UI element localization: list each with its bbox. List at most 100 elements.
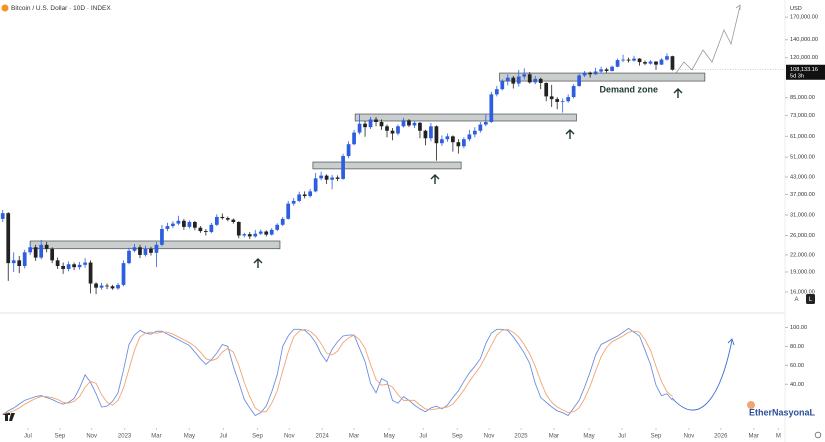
chart-title: Bitcoin / U.S. Dollar · 10D · INDEX: [11, 5, 111, 12]
candle-body: [582, 72, 587, 76]
candle-body: [160, 228, 164, 245]
candle-body: [50, 248, 55, 261]
y-tick-label: 26,000.00: [790, 233, 815, 239]
log-button[interactable]: L: [809, 297, 813, 303]
y-tick-label: 80.00: [790, 344, 804, 350]
candle-body: [527, 74, 532, 83]
candle-body: [385, 126, 389, 131]
candle-body: [379, 121, 384, 127]
candle-body: [209, 224, 214, 232]
x-tick-label: Mar: [151, 434, 161, 440]
candle-body: [176, 220, 181, 224]
candle-body: [138, 247, 142, 255]
candle-body: [330, 177, 334, 180]
candle-body: [632, 58, 636, 61]
candle-body: [182, 220, 186, 227]
x-tick-label: 2024: [316, 434, 330, 440]
candle-body: [390, 130, 395, 134]
candle-body: [28, 247, 33, 253]
candle-body: [571, 86, 576, 98]
candle-body: [648, 61, 653, 64]
candle-body: [127, 250, 131, 264]
last-price-box: [786, 64, 825, 80]
candle-body: [341, 156, 345, 179]
candle-body: [72, 264, 76, 268]
candle-body: [297, 194, 302, 201]
candle-body: [483, 121, 488, 125]
demand-zone: [499, 72, 706, 82]
candle-body: [258, 231, 263, 234]
y-tick-label: 43,000.00: [790, 174, 815, 180]
candle-body: [171, 223, 175, 227]
candle-body: [105, 285, 109, 287]
last-price-label: 108,133.16: [790, 67, 818, 73]
candle-body: [6, 213, 11, 264]
y-tick-label: 40.00: [790, 382, 804, 388]
candle-body: [88, 262, 93, 284]
candle-body: [313, 178, 318, 192]
zone-label: Demand zone: [600, 84, 659, 94]
candle-body: [538, 78, 543, 83]
candle-body: [154, 244, 159, 253]
candle-body: [99, 285, 104, 288]
x-tick-label: May: [184, 434, 195, 440]
candle-body: [132, 247, 137, 251]
candle-body: [604, 69, 609, 71]
candle-body: [324, 175, 329, 180]
currency[interactable]: USD: [790, 6, 802, 12]
candle-body: [236, 221, 241, 236]
candle-body: [0, 213, 5, 219]
candle-body: [445, 136, 450, 140]
up-arrow: [673, 88, 683, 98]
x-tick-label: Mar: [749, 434, 759, 440]
candle-body: [610, 66, 614, 71]
candle-body: [17, 260, 22, 267]
y-tick-label: 140,000.00: [790, 37, 818, 43]
candle-body: [434, 126, 439, 144]
candle-body: [357, 123, 362, 133]
candle-body: [264, 231, 269, 235]
y-tick-label: 37,000.00: [790, 192, 815, 198]
projection-path: [675, 5, 741, 74]
y-tick-label: 120,000.00: [790, 55, 818, 61]
candle-body: [269, 229, 274, 235]
demand-zone: [354, 113, 577, 122]
symbol-icon: [1, 4, 9, 12]
candle-body: [456, 142, 461, 147]
y-tick-label: 22,000.00: [790, 252, 815, 258]
candle-body: [66, 264, 71, 269]
candle-body: [505, 77, 510, 82]
candle-body: [626, 59, 631, 61]
candle-body: [22, 252, 27, 267]
candle-body: [346, 144, 351, 157]
candle-body: [363, 123, 367, 128]
auto-button[interactable]: A: [794, 297, 798, 303]
candle-body: [308, 191, 313, 197]
x-tick-label: Mar: [349, 434, 359, 440]
candle-body: [560, 101, 565, 103]
projection-arrowhead: [735, 4, 741, 10]
y-tick-label: 16,000.00: [790, 289, 815, 295]
candle-body: [374, 119, 378, 122]
candle-body: [533, 78, 538, 83]
oscillator-projection: [671, 339, 733, 411]
x-tick-label: Sep: [54, 434, 65, 440]
candle-body: [77, 264, 82, 268]
candle-body: [319, 175, 324, 179]
candle-body: [549, 96, 554, 100]
candle-body: [193, 221, 197, 228]
candle-body: [423, 130, 428, 139]
tv-logo: [3, 413, 15, 421]
button-bg: [806, 294, 815, 304]
candle-body: [55, 260, 60, 267]
countdown-label: 5d 3h: [790, 74, 804, 80]
x-tick-label: Jul: [618, 434, 626, 440]
y-tick-label: 51,000.00: [790, 155, 815, 161]
candle-body: [451, 136, 455, 143]
x-tick-label: Jul: [24, 434, 32, 440]
candle-body: [291, 200, 296, 204]
candle-body: [478, 124, 483, 131]
settings-icon[interactable]: [814, 431, 822, 439]
button-bg: [792, 294, 801, 304]
